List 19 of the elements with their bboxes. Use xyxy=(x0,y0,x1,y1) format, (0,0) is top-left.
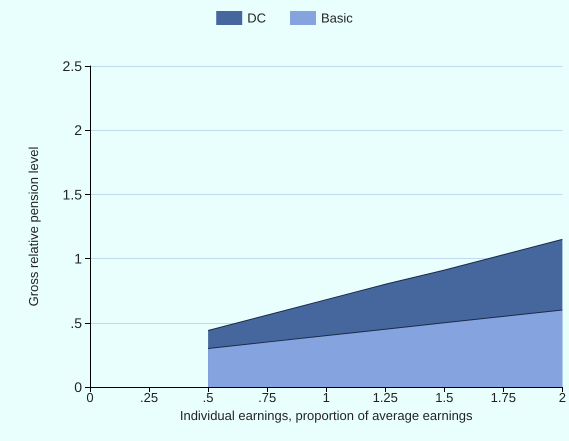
y-tick-label: 2.5 xyxy=(62,58,82,74)
x-axis-title: Individual earnings, proportion of average earnings xyxy=(180,408,474,423)
x-tick-label: 2 xyxy=(558,390,566,405)
x-tick-label: 1.25 xyxy=(372,390,398,405)
legend-label: Basic xyxy=(320,10,354,26)
legend-label: DC xyxy=(247,10,266,26)
x-tick-label: .25 xyxy=(140,390,158,405)
y-tick-label: 0 xyxy=(74,379,82,395)
x-tick-label: 1.75 xyxy=(490,390,516,405)
x-tick-label: 0 xyxy=(86,390,94,405)
y-tick-label: 1.5 xyxy=(62,186,82,202)
x-tick-label: 1.5 xyxy=(435,390,454,405)
y-tick-label: .5 xyxy=(70,314,82,331)
y-axis-title: Gross relative pension level xyxy=(26,146,41,306)
y-tick-label: 1 xyxy=(74,250,82,267)
y-tick-label: 2 xyxy=(74,122,82,138)
x-tick-label: .75 xyxy=(258,390,276,405)
x-tick-label: 1 xyxy=(322,390,330,405)
x-tick-label: .5 xyxy=(202,390,214,405)
